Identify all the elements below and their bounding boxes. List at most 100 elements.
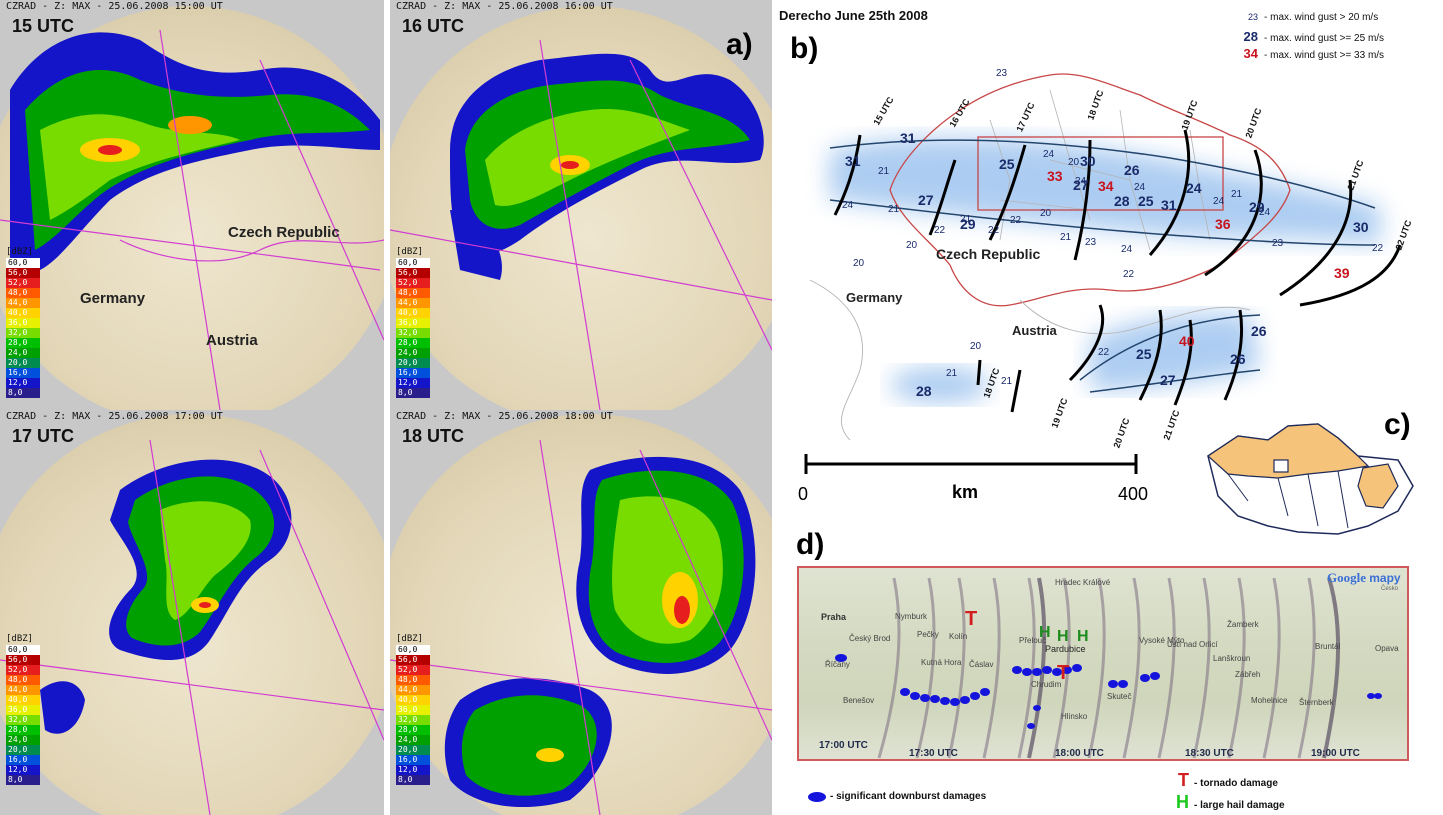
gust-value: 24 bbox=[1186, 180, 1202, 196]
legend-cell: 8,0 bbox=[396, 388, 430, 398]
town-label: Kolín bbox=[949, 632, 968, 641]
town-label: Nymburk bbox=[895, 612, 928, 621]
legend-cell: 32,0 bbox=[396, 328, 430, 338]
legend-hail-symbol: H bbox=[1176, 792, 1189, 812]
damage-track-map: Google mapy Česko T T H H H Praha Český … bbox=[797, 566, 1409, 761]
radar-header: CZRAD - Z: MAX - 25.06.2008 16:00 UT bbox=[396, 1, 613, 12]
town-label: Bruntál bbox=[1315, 642, 1341, 651]
google-maps-brand: Google mapy bbox=[1327, 570, 1401, 586]
radar-panel-15utc: CZRAD - Z: MAX - 25.06.2008 15:00 UT 15 … bbox=[0, 0, 384, 410]
gust-value: 22 bbox=[1372, 243, 1384, 254]
gust-value: 23 bbox=[1272, 238, 1284, 249]
town-label: Přelouč bbox=[1019, 636, 1047, 645]
radar-time-label: 17 UTC bbox=[12, 426, 75, 446]
gust-value: 22 bbox=[934, 225, 946, 236]
legend-cell: 28,0 bbox=[6, 338, 40, 348]
legend-row-33ms: 34 - max. wind gust >= 33 m/s bbox=[1236, 46, 1385, 63]
gust-value: 29 bbox=[960, 216, 976, 232]
radar-panel-16utc: CZRAD - Z: MAX - 25.06.2008 16:00 UT 16 … bbox=[390, 0, 772, 410]
gust-value: 25 bbox=[999, 156, 1015, 172]
legend-cell: 28,0 bbox=[396, 338, 430, 348]
panel-b-title: Derecho June 25th 2008 bbox=[779, 8, 928, 23]
gust-value: 23 bbox=[1085, 237, 1097, 248]
town-label: Benešov bbox=[843, 696, 875, 705]
legend-cell: 60,0 bbox=[396, 258, 430, 268]
scale-bar bbox=[804, 454, 1138, 474]
gust-value: 24 bbox=[1121, 244, 1133, 255]
gust-value: 31 bbox=[900, 130, 916, 146]
panel-letter-b: b) bbox=[790, 32, 819, 65]
legend-cell: 32,0 bbox=[396, 715, 430, 725]
time-label: 19:00 UTC bbox=[1311, 748, 1360, 759]
tornado-marker: T bbox=[1057, 662, 1070, 684]
legend-cell: 36,0 bbox=[6, 705, 40, 715]
gust-value: 29 bbox=[1249, 199, 1265, 215]
legend-cell: 44,0 bbox=[396, 685, 430, 695]
legend-cell: 8,0 bbox=[396, 775, 430, 785]
gust-value: 24 bbox=[842, 200, 854, 211]
gust-value: 20 bbox=[853, 258, 865, 269]
legend-cell: 48,0 bbox=[6, 675, 40, 685]
scale-unit: km bbox=[952, 482, 979, 502]
town-label: Mohelnice bbox=[1251, 696, 1288, 705]
gust-value: 25 bbox=[1136, 346, 1152, 362]
gust-value: 20 bbox=[970, 341, 982, 352]
gust-value: 22 bbox=[1123, 269, 1135, 280]
gust-value: 24 bbox=[1043, 149, 1055, 160]
town-label: Hradec Králové bbox=[1055, 578, 1111, 587]
legend-text: - max. wind gust >= 33 m/s bbox=[1264, 50, 1385, 61]
radar-header: CZRAD - Z: MAX - 25.06.2008 18:00 UT bbox=[396, 411, 613, 422]
gust-value: 20 bbox=[1040, 208, 1052, 219]
radar-echo-17utc bbox=[0, 439, 384, 815]
legend-cell: 44,0 bbox=[396, 298, 430, 308]
legend-cell: 12,0 bbox=[6, 765, 40, 775]
legend-cell: 28,0 bbox=[6, 725, 40, 735]
radar-time-label: 15 UTC bbox=[12, 16, 75, 36]
gust-value: 22 bbox=[988, 225, 1000, 236]
affected-regions-map bbox=[1207, 423, 1414, 535]
legend-cell: 8,0 bbox=[6, 388, 40, 398]
hail-marker: H bbox=[1039, 624, 1051, 641]
town-label: Čáslav bbox=[969, 660, 994, 669]
hail-marker: H bbox=[1077, 628, 1089, 645]
gust-value: 24 bbox=[1075, 176, 1087, 187]
gust-value: 23 bbox=[996, 68, 1008, 79]
legend-cell: 56,0 bbox=[396, 655, 430, 665]
radar-header: CZRAD - Z: MAX - 25.06.2008 15:00 UT bbox=[6, 1, 223, 12]
legend-cell: 20,0 bbox=[396, 745, 430, 755]
label-germany: Germany bbox=[80, 290, 146, 307]
legend-cell: 32,0 bbox=[6, 328, 40, 338]
legend-cell: 56,0 bbox=[396, 268, 430, 278]
gust-value: 22 bbox=[1098, 347, 1110, 358]
legend-cell: 36,0 bbox=[6, 318, 40, 328]
hail-marker: H bbox=[1057, 628, 1069, 645]
legend-cell: 40,0 bbox=[6, 695, 40, 705]
town-label: Vysoké Mýto bbox=[1139, 636, 1185, 645]
legend-row-25ms: 28 - max. wind gust >= 25 m/s bbox=[1236, 29, 1385, 46]
legend-unit: [dBZ] bbox=[396, 634, 424, 644]
time-label: 17:30 UTC bbox=[909, 748, 958, 759]
gust-value-red: 36 bbox=[1215, 216, 1231, 232]
dbz-legend: [dBZ] 60,0 56,0 52,0 48,0 44,0 40,0 36,0 32,0 28,… bbox=[6, 247, 40, 398]
tornado-marker: T bbox=[965, 608, 978, 630]
legend-cell: 12,0 bbox=[6, 378, 40, 388]
legend-cell: 24,0 bbox=[6, 348, 40, 358]
legend-cell: 16,0 bbox=[396, 368, 430, 378]
legend-cell: 20,0 bbox=[6, 358, 40, 368]
legend-unit: [dBZ] bbox=[6, 634, 34, 644]
legend-cell: 36,0 bbox=[396, 705, 430, 715]
legend-text: - max. wind gust >= 25 m/s bbox=[1264, 33, 1385, 44]
legend-cell: 60,0 bbox=[396, 645, 430, 655]
label-austria: Austria bbox=[1012, 323, 1057, 338]
legend-cell: 36,0 bbox=[396, 318, 430, 328]
wind-gust-legend: 23 - max. wind gust > 20 m/s 28 - max. win… bbox=[1236, 12, 1385, 63]
dbz-legend: [dBZ] 60,0 56,0 52,0 48,0 44,0 40,0 36,0 32,0 28,… bbox=[396, 247, 430, 398]
gust-value: 22 bbox=[1010, 215, 1022, 226]
gust-value: 21 bbox=[1231, 189, 1243, 200]
gust-value: 26 bbox=[1251, 323, 1267, 339]
radar-echo-18utc bbox=[390, 439, 772, 815]
town-label: Lanškroun bbox=[1213, 654, 1251, 663]
legend-cell: 56,0 bbox=[6, 655, 40, 665]
legend-value: 23 bbox=[1247, 12, 1258, 22]
legend-cell: 44,0 bbox=[6, 685, 40, 695]
